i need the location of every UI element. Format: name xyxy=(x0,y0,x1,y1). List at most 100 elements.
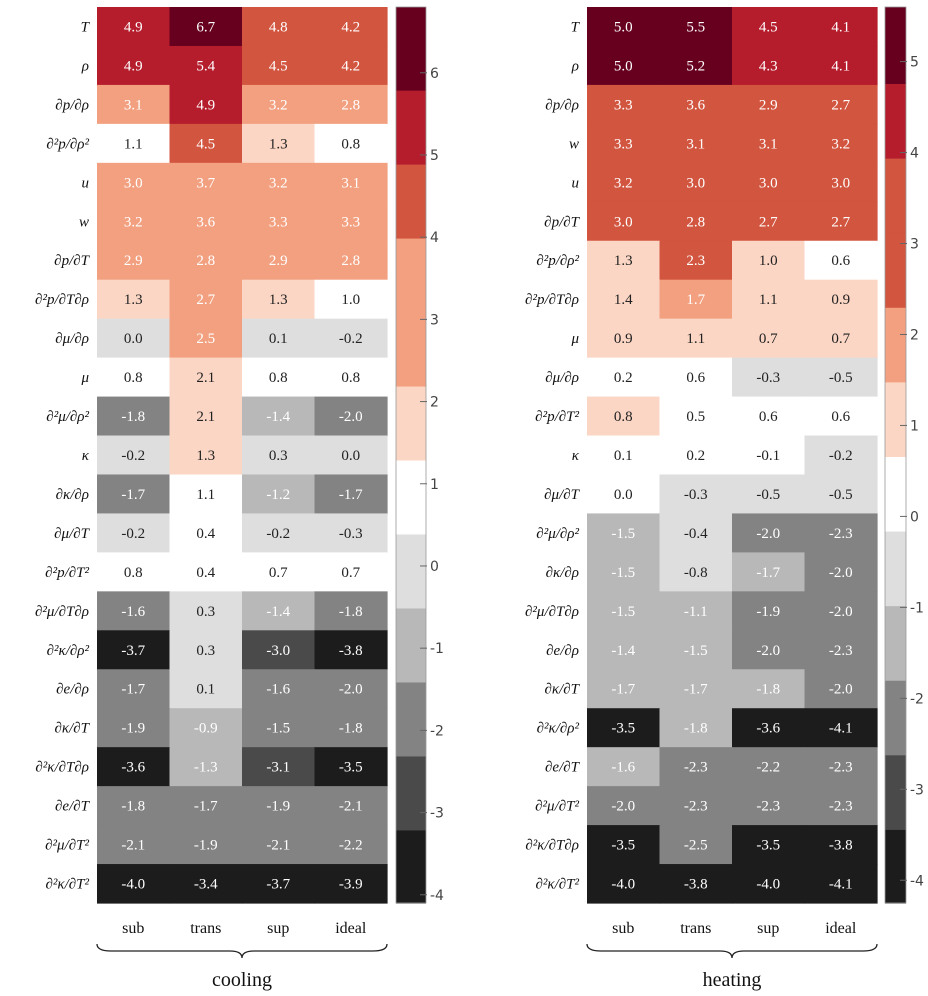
heatmap-cell xyxy=(242,45,316,86)
heatmap-cell xyxy=(659,396,733,437)
heatmap-cell xyxy=(314,201,388,242)
cell-value: -1.7 xyxy=(339,487,363,503)
heatmap-cell xyxy=(97,240,171,281)
heatmap-cell xyxy=(804,474,878,515)
cell-value: -1.8 xyxy=(339,604,363,620)
heatmap-cell xyxy=(732,162,806,203)
heatmap-cell xyxy=(314,786,388,826)
cell-value: 2.3 xyxy=(686,253,705,269)
row-label: ∂μ/∂ρ xyxy=(545,370,579,386)
heatmap-cell xyxy=(732,552,806,592)
cell-value: -0.3 xyxy=(756,370,780,386)
cell-value: 3.3 xyxy=(614,97,633,113)
cell-value: 3.1 xyxy=(124,97,143,113)
cell-value: -2.2 xyxy=(756,760,780,776)
colorbar-tick-label: 3 xyxy=(430,312,439,328)
column-label: sup xyxy=(267,920,289,937)
cell-value: 2.8 xyxy=(341,253,360,269)
heatmap-cell xyxy=(169,279,243,320)
cell-value: -0.5 xyxy=(756,487,780,503)
heatmap-cell xyxy=(97,630,171,670)
heatmap-cell xyxy=(587,201,661,242)
cell-value: 0.3 xyxy=(269,448,288,464)
cell-value: 4.9 xyxy=(124,58,143,74)
column-label: ideal xyxy=(825,920,857,937)
heatmap-cell xyxy=(732,84,806,125)
cell-value: -1.8 xyxy=(684,721,708,737)
cell-value: -3.8 xyxy=(339,643,363,659)
heatmap-cell xyxy=(242,669,316,709)
cell-value: 3.0 xyxy=(686,175,705,191)
heatmap-cell xyxy=(97,123,171,164)
row-label: ∂²κ/∂T∂ρ xyxy=(525,838,579,854)
row-label: ∂²κ/∂ρ² xyxy=(47,643,90,659)
column-label: sub xyxy=(612,920,634,937)
heatmap-cell xyxy=(169,864,243,904)
cell-value: -1.9 xyxy=(121,721,145,737)
heatmap-cell xyxy=(169,825,243,865)
heatmap-cell xyxy=(587,318,661,359)
colorbar-bin xyxy=(396,311,426,387)
cell-value: 3.3 xyxy=(614,136,633,152)
heatmap-cell xyxy=(314,825,388,865)
cell-value: -2.1 xyxy=(339,799,363,815)
cell-value: -4.0 xyxy=(611,877,635,893)
cell-value: -3.5 xyxy=(611,721,635,737)
cell-value: -1.4 xyxy=(266,604,290,620)
colorbar-bin xyxy=(885,232,906,308)
heatmap-cell xyxy=(242,435,316,476)
heatmap-cell xyxy=(242,630,316,670)
heatmap-cell xyxy=(659,84,733,125)
cell-value: -1.5 xyxy=(266,721,290,737)
heatmap-cell xyxy=(314,84,388,125)
cell-value: -2.1 xyxy=(266,838,290,854)
heatmap-cell xyxy=(804,396,878,437)
colorbar-tick-label: 2 xyxy=(430,395,439,411)
cell-value: 5.2 xyxy=(686,58,705,74)
cell-value: -4.0 xyxy=(121,877,145,893)
cell-value: -3.8 xyxy=(829,838,853,854)
heatmap-cell xyxy=(97,357,171,398)
heatmap-cell xyxy=(804,552,878,592)
cell-value: 0.9 xyxy=(614,331,633,347)
cell-value: 3.1 xyxy=(686,136,705,152)
heatmap-cell xyxy=(732,747,806,787)
cell-value: 1.1 xyxy=(686,331,705,347)
heatmap-cell xyxy=(587,825,661,865)
heatmap-cell xyxy=(804,825,878,865)
cell-value: -3.8 xyxy=(684,877,708,893)
colorbar-bin xyxy=(396,237,426,313)
colorbar-bin xyxy=(396,681,426,757)
colorbar-tick-label: 0 xyxy=(430,559,439,575)
cell-value: -4.0 xyxy=(756,877,780,893)
cell-value: -0.2 xyxy=(121,526,145,542)
heatmap-cell xyxy=(659,240,733,281)
row-label: μ xyxy=(570,331,579,347)
cell-value: 0.8 xyxy=(124,370,143,386)
heatmap-cell xyxy=(169,513,243,553)
cell-value: 2.1 xyxy=(196,409,215,425)
heatmap-cell xyxy=(659,591,733,631)
heatmap-cell xyxy=(169,591,243,631)
heatmap-cell xyxy=(659,474,733,515)
cell-value: 1.3 xyxy=(196,448,215,464)
heatmap-cell xyxy=(587,162,661,203)
colorbar-bin xyxy=(885,83,906,159)
heatmap-cell xyxy=(732,630,806,670)
heatmap-cell xyxy=(242,825,316,865)
column-label: ideal xyxy=(335,920,367,937)
row-label: ∂²μ/∂ρ² xyxy=(536,526,579,542)
colorbar-tick-label: 6 xyxy=(430,66,439,82)
cell-value: -2.0 xyxy=(339,409,363,425)
heatmap-cell xyxy=(804,240,878,281)
heatmap-cell xyxy=(732,123,806,164)
heatmap-cell xyxy=(97,435,171,476)
cell-value: -2.0 xyxy=(829,565,853,581)
heatmap-panel-heating: 5.0 5.5 4.5 4.1 T 5.0 5.2 4.3 4.1 ρ 3.3 3.6 2.9 2.7 ∂p… xyxy=(525,6,924,991)
heatmap-cell xyxy=(804,123,878,164)
heatmap-cell xyxy=(314,552,388,592)
heatmap-cell xyxy=(804,747,878,787)
cell-value: -2.3 xyxy=(829,643,853,659)
cell-value: 3.0 xyxy=(759,175,778,191)
heatmap-cell xyxy=(314,435,388,476)
